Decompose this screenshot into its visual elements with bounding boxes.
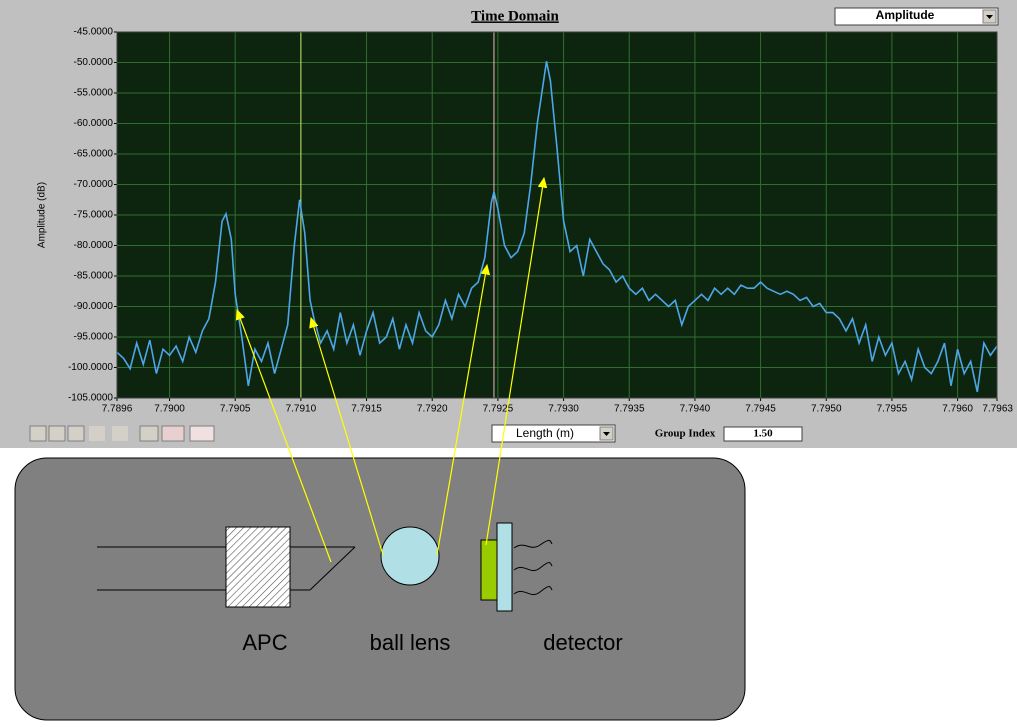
tool-button[interactable] xyxy=(161,425,185,442)
y-tick-label: -70.0000 xyxy=(74,179,114,190)
x-tick-label: 7.7925 xyxy=(483,404,514,415)
y-tick-label: -100.0000 xyxy=(68,362,113,373)
y-tick-label: -105.0000 xyxy=(68,393,113,404)
y-tick-label: -90.0000 xyxy=(74,301,114,312)
group-index-label: Group Index xyxy=(655,428,716,440)
mode-select-text: Amplitude xyxy=(876,8,935,22)
arrow xyxy=(309,316,384,556)
x-tick-label: 7.7955 xyxy=(877,404,908,415)
plot-frame xyxy=(116,31,998,399)
chart-title: Time Domain xyxy=(471,8,559,24)
diagram-box xyxy=(14,457,746,721)
y-tick-label: -75.0000 xyxy=(74,210,114,221)
x-tick-label: 7.7915 xyxy=(351,404,382,415)
detector-chip xyxy=(480,539,498,601)
y-tick-label: -85.0000 xyxy=(74,271,114,282)
diagram-label: APC xyxy=(242,630,287,655)
tool-button[interactable] xyxy=(139,425,159,442)
x-tick-label: 7.7896 xyxy=(102,404,133,415)
detector-wires xyxy=(513,539,553,596)
fiber xyxy=(97,546,356,591)
x-tick-label: 7.7960 xyxy=(942,404,973,415)
tool-button[interactable] xyxy=(48,425,66,442)
x-tick-label: 7.7935 xyxy=(614,404,645,415)
y-tick-label: -45.0000 xyxy=(74,27,114,38)
y-tick-label: -65.0000 xyxy=(74,149,114,160)
x-tick-label: 7.7900 xyxy=(154,404,185,415)
arrows xyxy=(235,176,548,563)
y-tick-label: -80.0000 xyxy=(74,240,114,251)
x-tick-label: 7.7940 xyxy=(680,404,711,415)
x-unit-select-text: Length (m) xyxy=(516,426,574,440)
y-tick-label: -55.0000 xyxy=(74,88,114,99)
apc-ferrule xyxy=(225,526,291,608)
tool-button[interactable] xyxy=(89,426,105,441)
group-index-value: 1.50 xyxy=(753,428,773,440)
x-tick-label: 7.7930 xyxy=(548,404,579,415)
y-tick-label: -60.0000 xyxy=(74,118,114,129)
x-unit-select[interactable] xyxy=(491,424,616,443)
x-tick-label: 7.7905 xyxy=(220,404,251,415)
x-tick-label: 7.7910 xyxy=(286,404,317,415)
dropdown-arrow xyxy=(986,15,993,19)
tool-button[interactable] xyxy=(112,426,128,441)
ball-lens xyxy=(380,526,440,586)
group-index-field[interactable] xyxy=(723,426,803,442)
data-line xyxy=(116,61,998,393)
arrow xyxy=(235,308,332,563)
x-tick-label: 7.7950 xyxy=(811,404,842,415)
x-tick-label: 7.7963 xyxy=(982,404,1013,415)
tool-button[interactable] xyxy=(67,425,85,442)
x-tick-label: 7.7920 xyxy=(417,404,448,415)
tool-button[interactable] xyxy=(29,425,47,442)
tool-button[interactable] xyxy=(189,425,215,442)
diagram-label: ball lens xyxy=(370,630,451,655)
arrow xyxy=(436,263,491,556)
diagram-label: detector xyxy=(543,630,623,655)
tool-palette xyxy=(29,425,215,442)
arrow xyxy=(485,176,548,546)
y-tick-label: -50.0000 xyxy=(74,57,114,68)
y-axis-label: Amplitude (dB) xyxy=(37,182,48,248)
detector-body xyxy=(496,522,513,612)
y-tick-label: -95.0000 xyxy=(74,332,114,343)
mode-select[interactable] xyxy=(834,7,999,26)
x-tick-label: 7.7945 xyxy=(745,404,776,415)
dropdown-arrow xyxy=(603,432,610,436)
